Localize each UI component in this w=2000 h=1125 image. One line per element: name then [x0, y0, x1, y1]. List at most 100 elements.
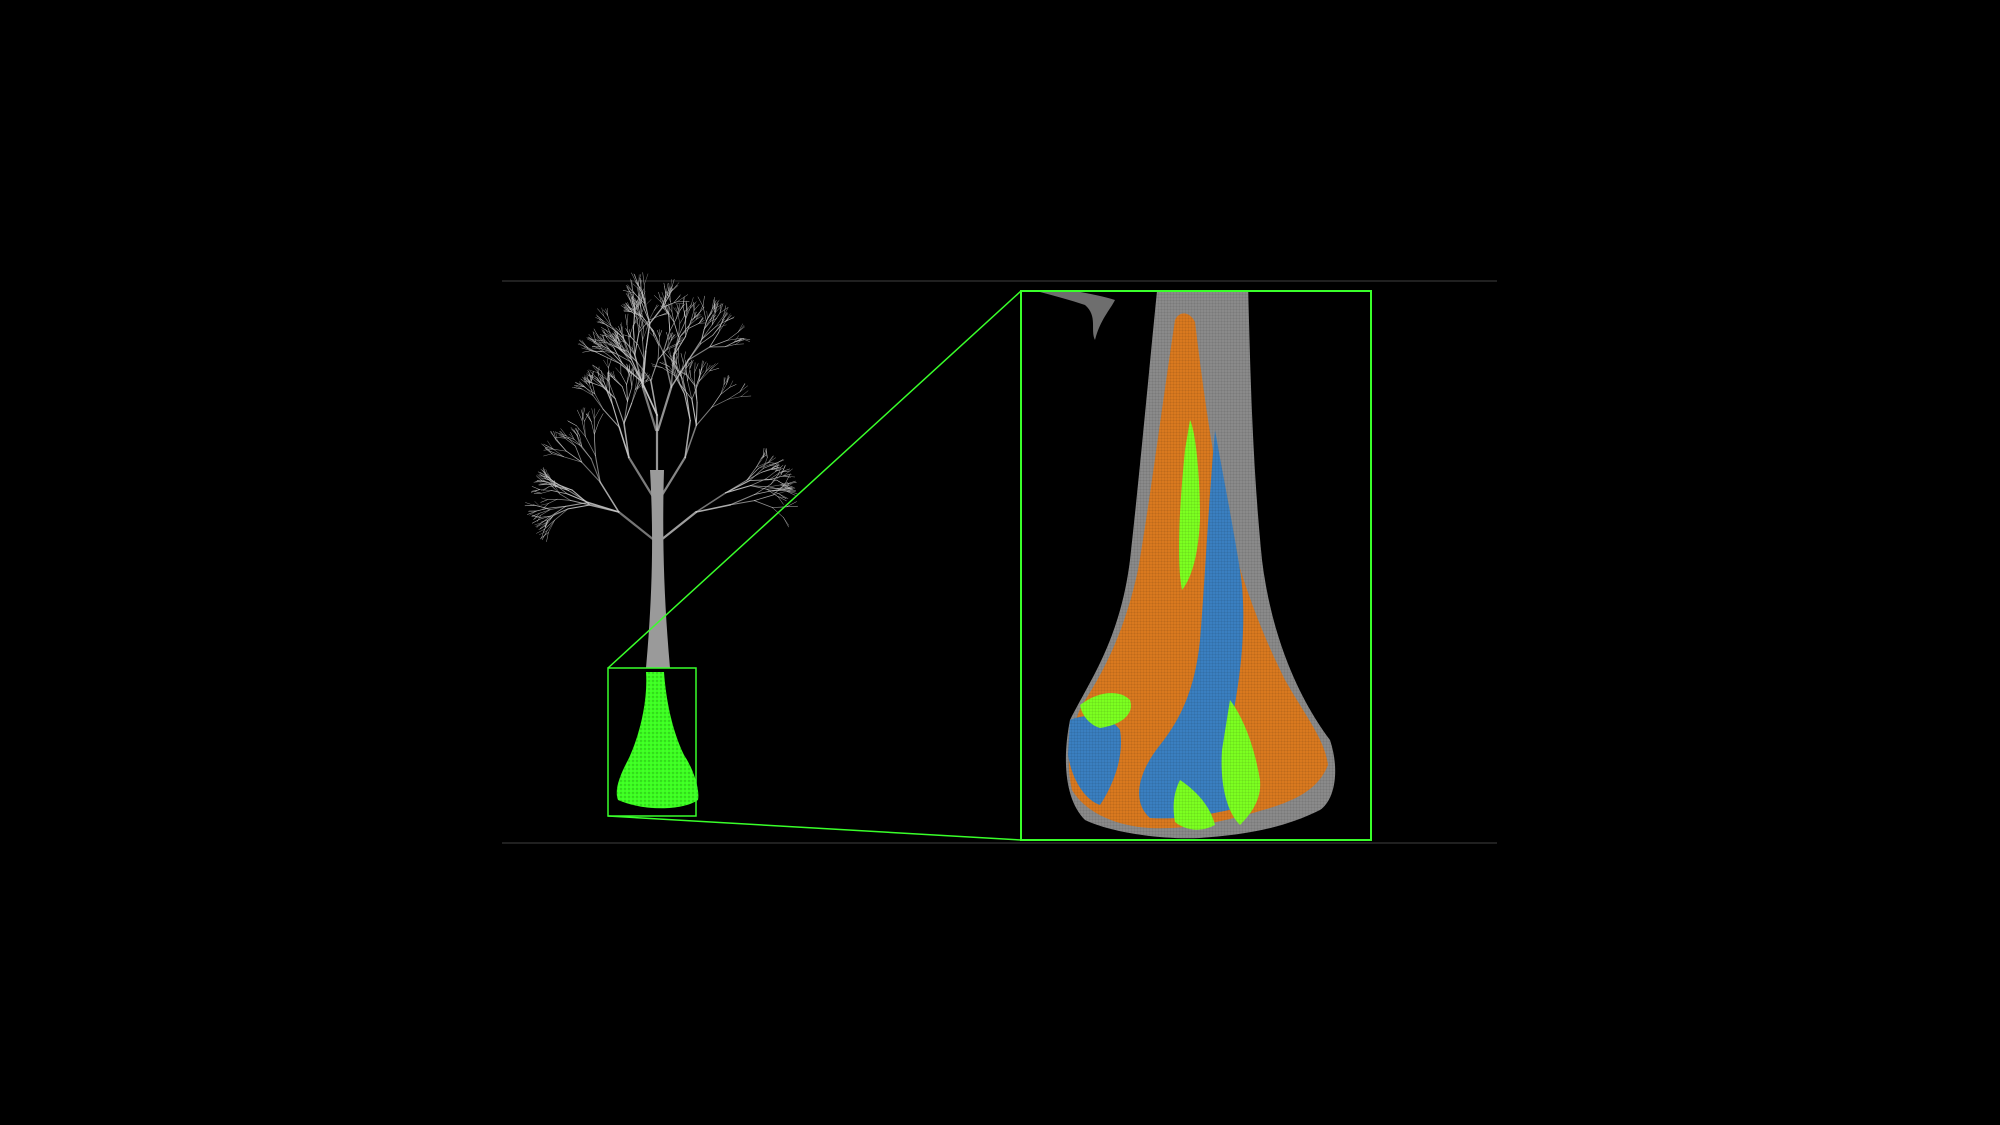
crown-branch	[579, 340, 588, 348]
crown-branch	[613, 336, 620, 344]
crown-branch	[618, 326, 622, 334]
crown-branch	[679, 316, 685, 324]
crown-branch	[665, 289, 673, 296]
crown-branch	[628, 292, 635, 301]
crown-branch	[633, 310, 643, 320]
crown-branch	[645, 374, 650, 383]
crown-branch	[641, 318, 654, 332]
crown-branch	[650, 379, 658, 416]
crown-branch	[779, 470, 791, 473]
crown-branch	[586, 383, 596, 395]
crown-branch	[602, 330, 608, 339]
full-tree-trunk	[646, 470, 670, 668]
crown-branch	[772, 484, 785, 496]
crown-branch	[591, 421, 595, 435]
crown-branch	[780, 482, 788, 486]
crown-branch	[592, 331, 600, 339]
crown-branch	[606, 337, 615, 348]
crown-branch	[568, 438, 581, 446]
crown-branch	[593, 408, 595, 420]
crown-branch	[602, 408, 620, 428]
crown-branch	[662, 330, 671, 353]
crown-branch	[768, 472, 781, 480]
crown-branch	[687, 305, 694, 312]
crown-branch	[636, 371, 638, 380]
crown-branch	[591, 339, 603, 341]
crown-branch	[735, 339, 742, 345]
tree-base-highlight-texture	[616, 672, 699, 809]
crown-branch	[555, 437, 566, 439]
crown-branch	[543, 486, 549, 491]
crown-branch	[758, 462, 769, 469]
crown-branch	[783, 517, 789, 528]
crown-branch	[687, 338, 703, 361]
crown-branch	[549, 450, 565, 458]
crown-branch	[596, 379, 602, 386]
crown-branch	[734, 335, 739, 343]
crown-branch	[750, 485, 770, 488]
crown-branch	[563, 456, 583, 463]
crown-branch	[709, 315, 717, 321]
crown-branch	[679, 304, 685, 311]
crown-branch	[676, 303, 679, 311]
crown-branch	[603, 309, 608, 316]
crown-branch	[606, 390, 614, 407]
crown-branch	[591, 408, 595, 420]
crown-branch	[694, 362, 696, 373]
crown-branch	[611, 332, 620, 341]
crown-branch	[737, 326, 745, 333]
crown-branch	[534, 522, 543, 526]
crown-branch	[633, 273, 639, 287]
crown-branch	[711, 299, 714, 310]
crown-branch	[642, 328, 648, 341]
crown-branch	[578, 382, 586, 388]
crown-branch	[537, 514, 542, 522]
crown-branch	[659, 510, 698, 542]
crown-branch	[644, 301, 650, 324]
crown-branch	[546, 532, 549, 542]
crown-branch	[719, 303, 722, 314]
crown-branch	[666, 339, 672, 349]
crown-branch	[533, 504, 541, 507]
crown-branch	[626, 367, 631, 376]
crown-branch	[601, 307, 605, 317]
selection-box[interactable]	[607, 667, 697, 817]
crown-branch	[552, 448, 565, 458]
crown-branch	[718, 319, 723, 333]
crown-branch	[536, 528, 545, 534]
crown-branch	[567, 420, 577, 426]
crown-branch	[599, 334, 609, 337]
crown-branch	[727, 396, 742, 400]
crown-branch	[768, 486, 784, 491]
crown-branch	[542, 481, 556, 485]
crown-branch	[592, 332, 597, 343]
crown-branch	[531, 513, 540, 517]
crown-branch	[539, 509, 551, 514]
crown-branch	[649, 307, 662, 324]
crown-branch	[768, 456, 774, 463]
crown-branch	[701, 320, 707, 340]
crown-branch	[596, 336, 603, 346]
crown-branch	[784, 474, 790, 485]
crown-branch	[595, 332, 603, 341]
crown-branch	[719, 303, 724, 314]
crown-branch	[583, 376, 588, 385]
crown-branch	[693, 303, 696, 311]
crown-branch	[544, 447, 553, 455]
crown-branch	[621, 336, 636, 356]
crown-branch	[570, 432, 575, 440]
crown-branch	[543, 453, 553, 457]
crown-branch	[666, 343, 678, 349]
crown-branch	[595, 317, 603, 321]
crown-branch	[654, 295, 662, 303]
crown-branch	[700, 360, 703, 371]
crown-branch	[714, 303, 716, 313]
crown-branch	[661, 295, 667, 309]
crown-branch	[775, 465, 784, 472]
crown-branch	[660, 305, 668, 313]
crown-branch	[553, 448, 567, 452]
crown-branch	[726, 337, 742, 341]
crown-branch	[683, 351, 686, 364]
crown-branch	[763, 463, 776, 469]
crown-branch	[553, 430, 557, 441]
